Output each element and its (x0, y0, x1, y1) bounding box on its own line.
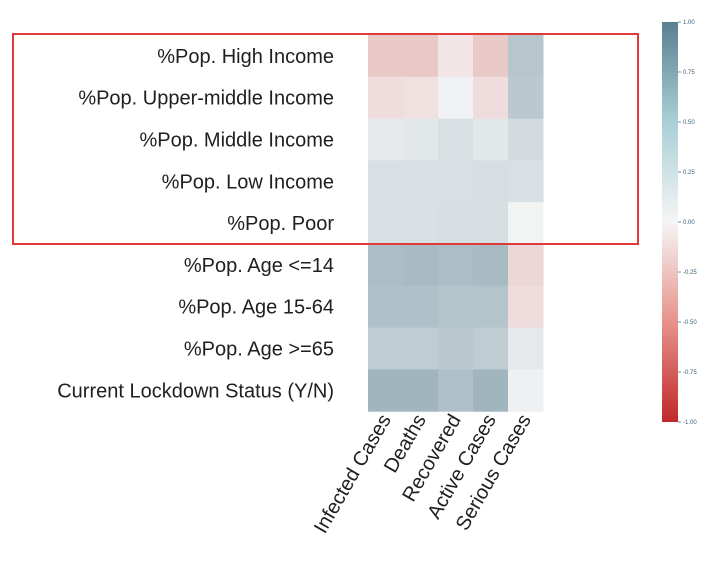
heatmap-cell (403, 369, 439, 412)
heatmap-cell (508, 369, 544, 412)
heatmap-cell (438, 369, 474, 412)
colorbar-tick-label: -0.50 (683, 320, 697, 326)
row-label: Current Lockdown Status (Y/N) (57, 380, 334, 402)
heatmap-cell (438, 35, 474, 78)
heatmap-cell (368, 76, 404, 120)
heatmap-cell (508, 285, 544, 329)
heatmap-cell (473, 160, 509, 203)
heatmap-cell (403, 285, 439, 329)
row-label: %Pop. Middle Income (139, 130, 334, 152)
heatmap-cell (473, 35, 509, 78)
row-label: %Pop. Upper-middle Income (78, 88, 334, 110)
colorbar-tick-label: 0.50 (683, 120, 695, 126)
colorbar-ticks: 1.00 0.75 0.50 0.25 0.00 -0.25 -0.50 -0.75 -1.00 (678, 20, 697, 426)
row-label: %Pop. Poor (227, 213, 334, 235)
heatmap-cell (473, 76, 509, 120)
heatmap-cell (368, 202, 404, 245)
heatmap-cell (508, 202, 544, 245)
heatmap-cell (403, 160, 439, 203)
colorbar-tick-label: 0.00 (683, 220, 695, 226)
heatmap-cell (368, 118, 404, 161)
colorbar-tick-label: -0.75 (683, 370, 697, 376)
colorbar (662, 22, 678, 422)
heatmap-cell (473, 285, 509, 329)
heatmap-cells (368, 35, 544, 412)
heatmap-cell (368, 285, 404, 329)
heatmap-cell (438, 244, 474, 287)
heatmap-cell (508, 35, 544, 78)
heatmap-cell (403, 118, 439, 161)
colorbar-tick-label: -1.00 (683, 420, 697, 426)
heatmap-cell (438, 202, 474, 245)
column-label: Infected Cases (310, 411, 396, 538)
row-label: %Pop. Age <=14 (184, 255, 334, 277)
heatmap-cell (438, 118, 474, 161)
heatmap-cell (438, 76, 474, 120)
heatmap-cell (473, 202, 509, 245)
heatmap-cell (368, 369, 404, 412)
colorbar-tick-label: -0.25 (683, 270, 697, 276)
heatmap-cell (438, 327, 474, 370)
highlight-box (12, 33, 639, 245)
heatmap-cell (473, 327, 509, 370)
heatmap-cell (473, 244, 509, 287)
heatmap-cell (473, 369, 509, 412)
heatmap-cell (403, 35, 439, 78)
heatmap-cell (438, 160, 474, 203)
heatmap-cell (508, 160, 544, 203)
heatmap-cell (438, 285, 474, 329)
row-label: %Pop. Age >=65 (184, 339, 334, 361)
heatmap-cell (403, 202, 439, 245)
heatmap-cell (508, 244, 544, 287)
colorbar-gradient (662, 22, 678, 422)
heatmap-cell (368, 244, 404, 287)
row-label: %Pop. High Income (157, 46, 334, 68)
heatmap-cell (368, 160, 404, 203)
colorbar-tick-label: 1.00 (683, 20, 695, 26)
row-label: %Pop. Low Income (162, 171, 334, 193)
heatmap-cell (508, 76, 544, 120)
row-labels: %Pop. High Income %Pop. Upper-middle Inco… (57, 46, 334, 402)
colorbar-tick-label: 0.75 (683, 70, 695, 76)
heatmap-cell (473, 118, 509, 161)
colorbar-tick-label: 0.25 (683, 170, 695, 176)
heatmap-cell (403, 76, 439, 120)
heatmap-cell (403, 327, 439, 370)
heatmap-cell (368, 327, 404, 370)
heatmap-cell (508, 327, 544, 370)
row-label: %Pop. Age 15-64 (178, 297, 334, 319)
heatmap-cell (403, 244, 439, 287)
heatmap-cell (508, 118, 544, 161)
heatmap-cell (368, 35, 404, 78)
